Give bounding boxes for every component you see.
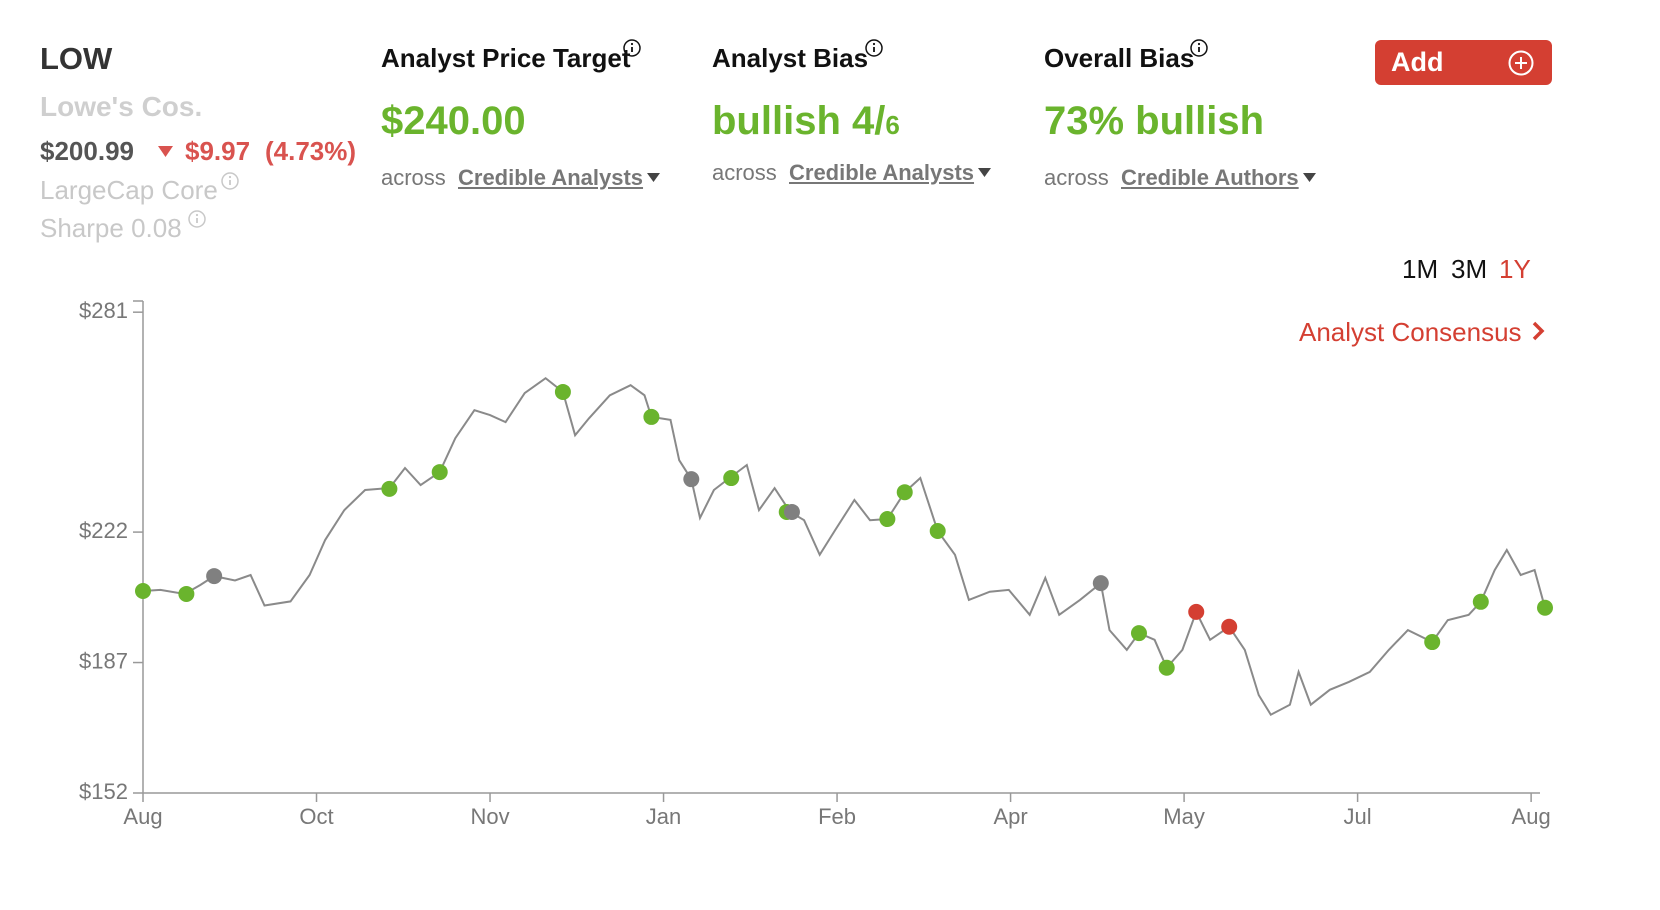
price-change-pct: (4.73%) <box>265 136 357 166</box>
rating-point <box>1472 593 1489 610</box>
y-tick-label: $187 <box>79 648 128 673</box>
info-icon[interactable] <box>188 210 206 228</box>
price-change: $9.97 <box>185 136 251 166</box>
rating-point <box>723 470 740 487</box>
range-button[interactable]: 3M <box>1451 254 1488 284</box>
metric-value: $240.00 <box>381 99 526 143</box>
rating-point <box>135 582 151 599</box>
range-button[interactable]: 1M <box>1402 254 1439 284</box>
rating-point <box>683 471 700 488</box>
style-label: LargeCap Core <box>40 175 218 205</box>
rating-point <box>1221 618 1238 635</box>
ticker: LOW <box>40 41 113 76</box>
info-icon[interactable] <box>221 172 239 190</box>
dropdown-caret[interactable] <box>647 173 661 183</box>
x-tick-label: Nov <box>470 804 509 829</box>
info-icon[interactable] <box>865 39 883 57</box>
x-tick-label: Jul <box>1344 804 1372 829</box>
range-button[interactable]: 1Y <box>1499 254 1531 284</box>
rating-point <box>431 464 448 481</box>
source-dropdown[interactable]: Credible Analysts <box>458 165 644 190</box>
rating-point <box>929 522 946 539</box>
x-tick-label: Oct <box>299 804 333 829</box>
price: $200.99 <box>40 136 134 166</box>
metric-value: bullish 4/6 <box>712 101 900 141</box>
info-icon[interactable] <box>623 39 641 57</box>
rating-point <box>1188 603 1205 620</box>
metric-value-denominator: 6 <box>885 110 900 140</box>
rating-point <box>1424 634 1441 651</box>
metric-prefix: across <box>1044 165 1109 190</box>
rating-point <box>1537 599 1553 616</box>
info-icon[interactable] <box>1190 39 1208 57</box>
metric-title: Analyst Price Target <box>381 43 631 73</box>
chevron-icon <box>1532 321 1545 341</box>
x-tick-label: Jan <box>646 804 681 829</box>
y-tick-label: $152 <box>79 779 128 804</box>
rating-point <box>1092 575 1109 592</box>
y-tick-label: $281 <box>79 298 128 323</box>
price-line <box>142 376 1546 717</box>
rating-point <box>879 511 896 528</box>
x-tick-label: May <box>1163 804 1205 829</box>
rating-point <box>643 408 660 425</box>
company-name: Lowe's Cos. <box>40 91 203 122</box>
dropdown-caret[interactable] <box>1303 173 1317 183</box>
add-button-label: Add <box>1391 47 1444 77</box>
x-tick-label: Feb <box>818 804 856 829</box>
source-dropdown[interactable]: Credible Authors <box>1121 165 1299 190</box>
sharpe: Sharpe 0.08 <box>40 213 182 243</box>
rating-point <box>783 503 800 520</box>
x-tick-label: Aug <box>123 804 162 829</box>
rating-point <box>554 383 571 400</box>
rating-point <box>178 585 195 602</box>
add-button[interactable]: Add <box>1375 40 1552 85</box>
dropdown-caret[interactable] <box>978 168 992 178</box>
rating-point <box>381 480 398 497</box>
metric-title: Overall Bias <box>1044 43 1195 73</box>
metric-title: Analyst Bias <box>712 43 869 73</box>
x-tick-label: Aug <box>1512 804 1551 829</box>
plus-icon <box>1508 50 1534 76</box>
metric-prefix: across <box>712 160 777 185</box>
rating-point <box>896 484 913 501</box>
down-arrow <box>158 146 173 157</box>
y-tick-label: $222 <box>79 518 128 543</box>
rating-point <box>1130 625 1147 642</box>
x-tick-label: Apr <box>993 804 1027 829</box>
consensus-link[interactable]: Analyst Consensus <box>1299 317 1522 347</box>
rating-point <box>1158 659 1175 676</box>
metric-value: 73% bullish <box>1044 99 1265 143</box>
metric-prefix: across <box>381 165 446 190</box>
metric-value-main: bullish 4/ <box>712 99 886 143</box>
rating-point <box>206 568 223 585</box>
source-dropdown[interactable]: Credible Analysts <box>789 160 975 185</box>
